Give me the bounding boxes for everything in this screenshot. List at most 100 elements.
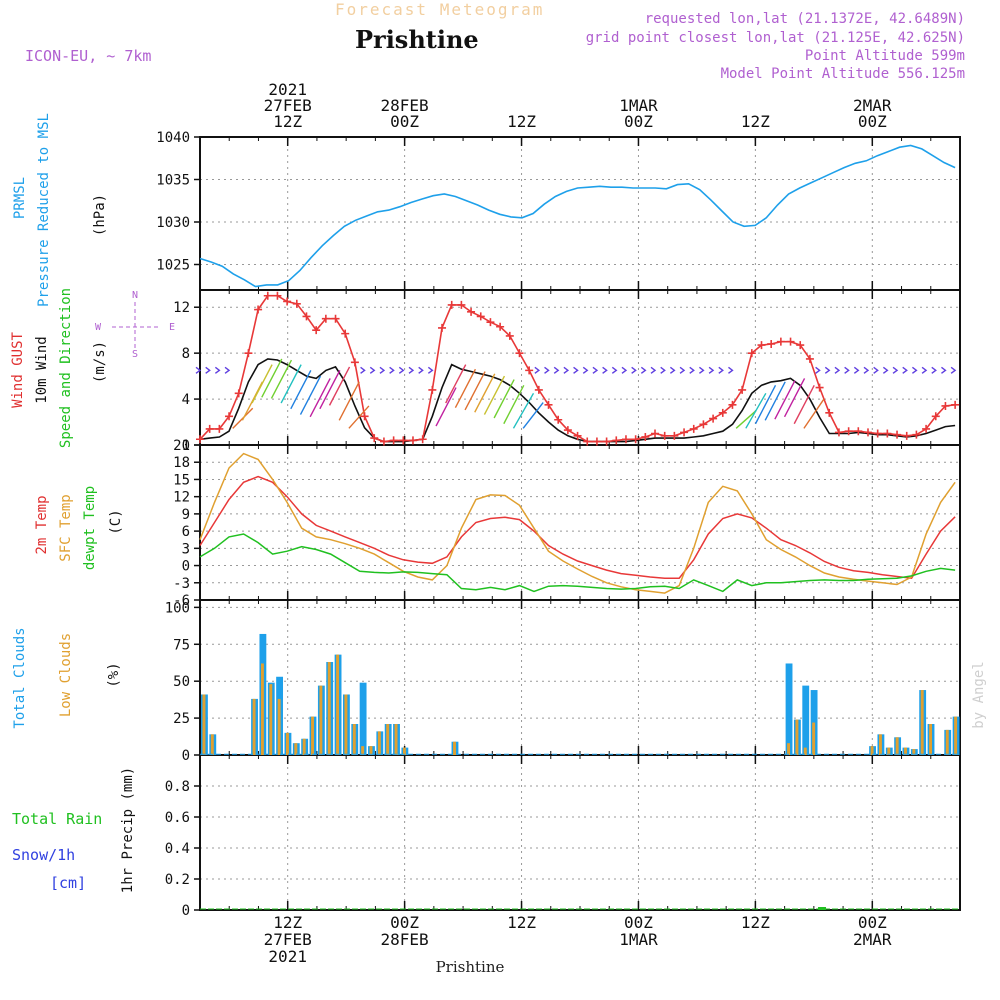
gust-marker — [215, 424, 224, 433]
gust-marker — [738, 385, 747, 394]
panel-wind: 0 4 8 12 — [173, 289, 961, 454]
gust-marker — [844, 427, 853, 436]
series-dewpt-temp — [199, 533, 956, 593]
wind-arrow — [369, 366, 376, 374]
gust-marker — [602, 437, 611, 446]
gust-marker — [370, 434, 379, 443]
x-bottom-label: 27FEB — [264, 930, 312, 949]
x-top-label: 28FEB — [381, 96, 429, 115]
y-tick-label: 1035 — [156, 173, 190, 189]
gust-marker — [273, 291, 282, 300]
wind-barb — [803, 398, 825, 429]
wind-arrow — [621, 366, 628, 374]
low-cloud-bar — [210, 734, 214, 755]
temp-dewpt-label: dewpt Temp — [82, 486, 98, 570]
gust-marker — [379, 437, 388, 446]
y-tick-label: 1025 — [156, 258, 190, 274]
wind-arrow — [205, 366, 211, 374]
series-sfc-temp — [199, 452, 956, 594]
panel-clouds: 0 25 50 75 100 — [165, 599, 961, 764]
y-tick-label: 100 — [165, 600, 190, 616]
wind-arrow — [834, 366, 841, 374]
low-cloud-bar — [929, 724, 933, 755]
compass-e: E — [169, 322, 175, 333]
snow-unit-label: [cm] — [50, 874, 86, 892]
low-cloud-bar — [302, 738, 306, 755]
gust-marker — [263, 291, 272, 300]
gust-marker — [873, 429, 882, 438]
speed-direction-label: Speed and Direction — [58, 288, 74, 448]
wind-arrow — [728, 366, 734, 374]
precip-ylabels: Total Rain Snow/1h [cm] 1hr Precip (mm) — [12, 767, 136, 893]
low-cloud-bar — [361, 746, 365, 755]
wind-barb — [774, 380, 796, 420]
gust-marker — [476, 312, 485, 321]
y-tick-label: 12 — [173, 490, 190, 506]
wind-barb — [503, 384, 525, 425]
low-cloud-bar — [252, 698, 256, 755]
y-tick-label: 0.2 — [165, 872, 190, 888]
low-cloud-bar — [453, 741, 456, 755]
y-tick-label: 25 — [173, 711, 190, 727]
wind-barb — [270, 359, 293, 399]
gust-marker — [428, 385, 437, 394]
y-tick-label: 0 — [182, 559, 190, 575]
wind-barb — [483, 375, 506, 415]
gust-marker — [747, 349, 756, 358]
requested-lonlat: requested lon,lat (21.1372E, 42.6489N) — [645, 11, 965, 27]
gust-markers — [196, 291, 960, 446]
low-cloud-bar — [904, 747, 907, 755]
wind-arrow — [844, 366, 850, 374]
total-cloud-bar — [785, 663, 793, 755]
gust-marker — [225, 412, 234, 421]
gust-marker — [951, 400, 960, 409]
wind-arrow — [650, 366, 657, 374]
x-top-label: 2021 — [268, 80, 307, 99]
wind-arrow — [824, 366, 831, 374]
wind-arrows — [195, 358, 957, 429]
series-2m-temp — [199, 475, 956, 580]
gust-marker — [718, 408, 727, 417]
wind-barb — [328, 366, 351, 406]
gust-marker — [341, 329, 350, 338]
y-tick-label: 9 — [182, 507, 190, 523]
low-cloud-bar — [277, 698, 281, 755]
low-clouds-label: Low Clouds — [58, 633, 74, 717]
low-cloud-bar — [787, 743, 791, 755]
gust-marker — [651, 429, 660, 438]
compass-n: N — [132, 290, 138, 301]
y-tick-label: -3 — [173, 576, 190, 592]
wind-barb — [754, 384, 777, 425]
x-top-label: 27FEB — [264, 96, 312, 115]
y-tick-label: -6 — [173, 593, 190, 609]
x-bottom-label: 1MAR — [619, 930, 658, 949]
low-cloud-bar — [260, 663, 264, 755]
total-cloud-bar — [359, 682, 367, 755]
low-cloud-bar — [812, 722, 816, 755]
pressure-ylabels: PRMSL Pressure Reduced to MSL (hPa) — [12, 113, 108, 307]
wind-arrow — [921, 366, 928, 374]
wind-barb — [348, 405, 370, 429]
cloud-ylabels: Total Clouds Low Clouds (%) — [12, 627, 122, 728]
x-top-label: 12Z — [507, 112, 536, 131]
panel-frame — [199, 136, 961, 291]
x-top-label: 12Z — [741, 112, 770, 131]
x-top-label: 12Z — [273, 112, 302, 131]
cloud-unit: (%) — [106, 662, 122, 687]
y-tick-label: 21 — [173, 438, 190, 454]
x-top-label: 2MAR — [853, 96, 892, 115]
gust-marker — [815, 383, 824, 392]
gust-marker — [505, 331, 514, 340]
wind-arrow — [631, 366, 637, 374]
gust-marker — [496, 322, 505, 331]
page-title: Prishtine — [355, 25, 479, 54]
gust-marker — [902, 431, 911, 440]
wind-arrow — [882, 366, 889, 374]
wind-arrow — [679, 366, 686, 374]
wind-arrow — [592, 366, 599, 374]
low-cloud-bar — [402, 747, 406, 755]
gust-marker — [689, 424, 698, 433]
wind-arrow — [418, 366, 424, 374]
x-top-label: 1MAR — [619, 96, 658, 115]
total-cloud-bar — [802, 685, 810, 755]
